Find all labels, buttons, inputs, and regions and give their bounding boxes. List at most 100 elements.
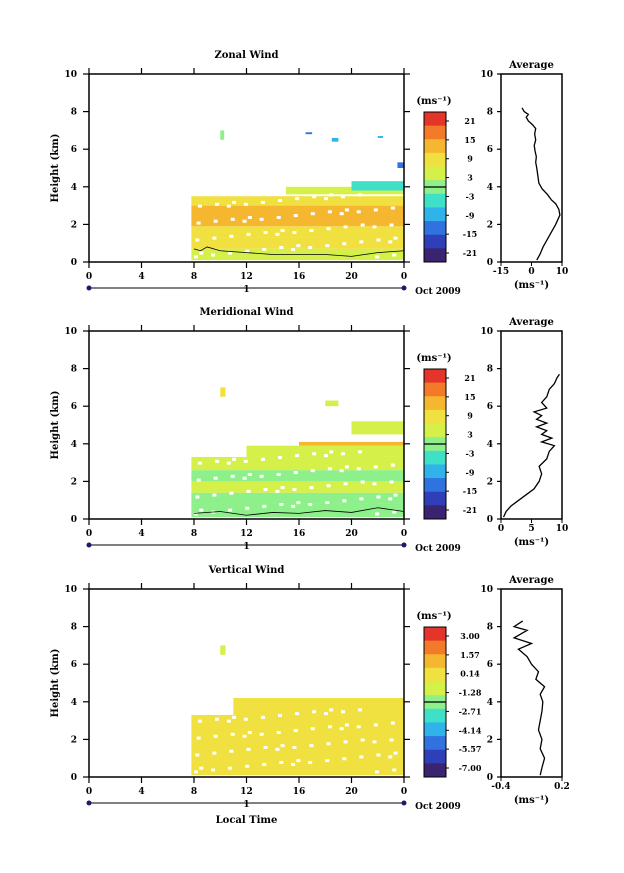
colorbar-tick-label: 1.57 — [460, 650, 479, 660]
average-frame — [500, 73, 563, 263]
data-gap — [197, 719, 202, 723]
heatmap-cell — [220, 645, 226, 655]
colorbar-tick-label: -4.14 — [459, 725, 482, 735]
data-gap — [196, 478, 201, 482]
data-gap — [310, 212, 315, 216]
average-profile-line — [521, 107, 561, 261]
colorbar-tick-label: -15 — [463, 229, 477, 239]
data-gap — [393, 493, 398, 497]
data-gap — [329, 708, 334, 712]
date-line-end — [401, 542, 407, 548]
y-tick-label: 10 — [64, 327, 77, 337]
colorbar-tick-label: 15 — [464, 135, 475, 145]
average-x-axis-label: (ms⁻¹) — [514, 280, 549, 291]
average-y-tick-label: 8 — [487, 623, 493, 633]
data-gap — [279, 761, 284, 765]
colorbar-tick-label: 9 — [467, 411, 473, 421]
y-tick-label: 0 — [71, 773, 77, 783]
data-gap — [247, 472, 252, 476]
colorbar-segment — [424, 193, 446, 208]
data-gap — [388, 497, 393, 501]
date-marker: 1 — [243, 285, 249, 295]
data-gap — [194, 512, 198, 516]
data-gap — [246, 489, 251, 493]
date-line-start — [86, 542, 92, 548]
average-y-tick-label: 6 — [487, 145, 493, 155]
colorbar-tick-label: -21 — [463, 248, 477, 258]
colorbar-segment — [424, 152, 446, 168]
x-tick-label: 4 — [138, 272, 144, 282]
colorbar-segment — [424, 654, 446, 669]
heatmap-cell — [325, 400, 339, 407]
heatmap-cell — [191, 481, 404, 493]
data-gap — [199, 766, 204, 770]
average-title: Average — [508, 575, 554, 586]
data-gap — [389, 480, 394, 484]
data-gap — [229, 749, 234, 753]
data-gap — [211, 253, 216, 257]
y-tick-label: 6 — [71, 660, 77, 670]
colorbar-segment — [424, 763, 446, 778]
y-tick-label: 6 — [71, 402, 77, 412]
data-gap — [342, 242, 347, 246]
average-frame — [500, 588, 563, 778]
data-gap — [226, 204, 231, 208]
colorbar-segment — [424, 409, 446, 425]
data-gap — [226, 461, 231, 465]
data-gap — [359, 497, 364, 501]
data-gap — [359, 240, 364, 244]
data-gap — [259, 474, 264, 478]
data-gap — [215, 202, 219, 206]
data-gap — [263, 230, 268, 234]
average-y-tick-label: 10 — [480, 327, 493, 337]
x-tick-label: 16 — [293, 529, 306, 539]
heatmap-cell — [191, 456, 404, 471]
data-gap — [275, 489, 280, 493]
data-gap — [199, 251, 204, 255]
date-line-start — [86, 800, 92, 806]
colorbar-segment — [424, 667, 446, 683]
data-gap — [296, 759, 301, 763]
x-tick-label: 20 — [345, 272, 358, 282]
colorbar-tick-label: -9 — [466, 467, 475, 477]
colorbar-unit-label: (ms⁻¹) — [416, 96, 451, 107]
x-tick-label: 16 — [293, 787, 306, 797]
data-gap — [232, 457, 237, 461]
colorbar-segment — [424, 708, 446, 723]
average-x-tick-label: 5 — [528, 524, 534, 534]
data-gap — [312, 710, 317, 714]
colorbar-segment — [424, 640, 446, 655]
data-gap — [230, 732, 235, 736]
data-gap — [212, 236, 217, 240]
data-gap — [389, 223, 394, 227]
colorbar-segment — [424, 382, 446, 397]
data-gap — [392, 253, 397, 257]
data-gap — [339, 212, 344, 216]
data-gap — [390, 206, 395, 210]
colorbar-tick-label: -21 — [463, 505, 477, 515]
data-gap — [344, 723, 349, 727]
data-gap — [211, 768, 216, 772]
colorbar-tick-label: -2.71 — [459, 706, 482, 716]
data-gap — [360, 480, 365, 484]
data-gap — [279, 503, 284, 507]
x-tick-label: 0 — [401, 787, 407, 797]
data-gap — [226, 719, 231, 723]
data-gap — [325, 244, 330, 248]
data-gap — [232, 715, 237, 719]
data-gap — [376, 495, 381, 499]
heatmap-cell — [299, 441, 404, 446]
x-tick-label: 12 — [240, 272, 253, 282]
average-y-tick-label: 2 — [487, 220, 493, 230]
data-gap — [309, 486, 314, 490]
colorbar-tick-label: 15 — [464, 392, 475, 402]
data-gap — [260, 715, 265, 719]
data-gap — [341, 452, 345, 456]
chart-title: Meridional Wind — [199, 307, 293, 318]
average-y-tick-label: 0 — [487, 258, 493, 268]
data-gap — [243, 459, 248, 463]
data-gap — [245, 764, 250, 768]
data-gap — [358, 708, 363, 712]
data-gap — [372, 740, 377, 744]
data-gap — [310, 727, 315, 731]
